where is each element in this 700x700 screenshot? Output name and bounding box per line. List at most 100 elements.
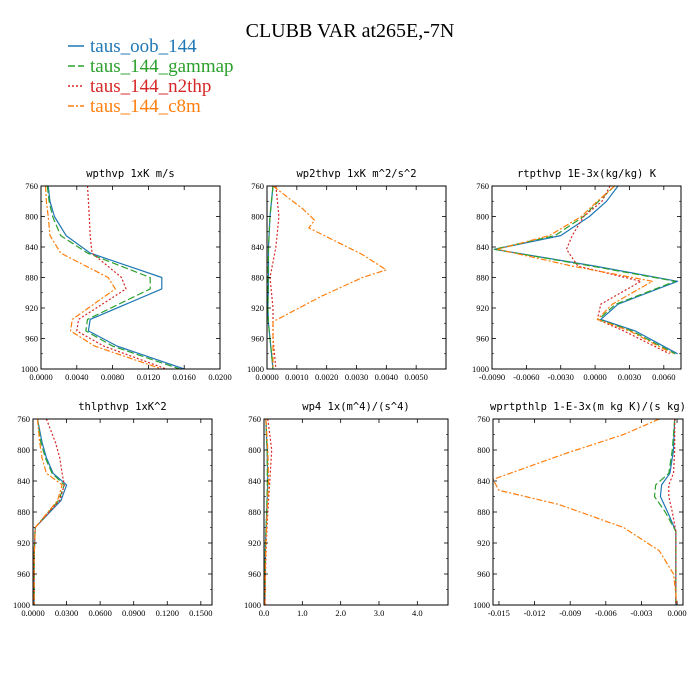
y-tick-label: 840 — [248, 476, 261, 486]
series-line — [46, 186, 180, 369]
y-tick-label: 1000 — [244, 600, 261, 610]
y-tick-label: 880 — [251, 273, 264, 283]
legend: taus_oob_144taus_144_gammaptaus_144_n2th… — [68, 36, 234, 117]
y-tick-label: 800 — [248, 445, 261, 455]
x-tick-label: -0.009 — [559, 608, 581, 618]
legend-label: taus_oob_144 — [90, 36, 197, 57]
x-tick-label: 0.0300 — [55, 608, 78, 618]
series-line — [493, 419, 678, 605]
x-tick-label: 0.0160 — [173, 372, 196, 382]
series-group — [44, 186, 185, 369]
chart-panel: wpthvp 1xK m/s76080084088092096010000.00… — [21, 168, 232, 382]
x-tick-label: 0.0 — [259, 608, 270, 618]
x-tick-label: -0.0060 — [513, 372, 539, 382]
x-tick-label: 0.0050 — [404, 372, 427, 382]
series-line — [33, 419, 65, 605]
panel-title: wp4 1x(m^4)/(s^4) — [302, 401, 409, 413]
series-line — [47, 186, 185, 369]
y-tick-label: 920 — [25, 303, 38, 313]
series-group — [493, 186, 679, 355]
y-tick-label: 760 — [248, 414, 261, 424]
x-tick-label: 0.0900 — [122, 608, 145, 618]
series-group — [267, 186, 387, 369]
x-tick-label: 0.0000 — [255, 372, 278, 382]
y-tick-label: 840 — [477, 476, 490, 486]
x-tick-label: 0.0120 — [137, 372, 160, 382]
x-tick-label: -0.015 — [488, 608, 510, 618]
figure-title: CLUBB VAR at265E,-7N — [246, 20, 455, 42]
x-tick-label: 3.0 — [374, 608, 385, 618]
y-tick-label: 800 — [25, 212, 38, 222]
series-line — [493, 186, 676, 355]
series-line — [76, 186, 167, 369]
y-tick-label: 920 — [17, 538, 30, 548]
y-tick-label: 840 — [476, 242, 489, 252]
panel-title: wp2thvp 1xK m^2/s^2 — [296, 168, 416, 180]
y-tick-label: 1000 — [21, 364, 38, 374]
chart-panel: rtpthvp 1E-3x(kg/kg) K 760 800 840 880 920 960… — [472, 168, 682, 382]
y-tick-label: 800 — [251, 212, 264, 222]
x-tick-label: -0.0090 — [479, 372, 505, 382]
y-tick-label: 760 — [477, 414, 490, 424]
series-line — [653, 419, 677, 605]
axes-frame — [266, 185, 447, 370]
y-tick-label: 840 — [25, 242, 38, 252]
x-tick-label: 0.0030 — [618, 372, 641, 382]
y-tick-label: 880 — [17, 507, 30, 517]
x-tick-label: 0.0030 — [345, 372, 368, 382]
y-tick-label: 840 — [251, 242, 264, 252]
legend-label: taus_144_n2thp — [90, 76, 211, 97]
x-tick-label: 0.0080 — [101, 372, 124, 382]
y-tick-label: 800 — [477, 445, 490, 455]
series-group — [33, 419, 68, 605]
chart-panel: wp4 1x(m^4)/(s^4) 760 800 840 880 920 960 10000… — [244, 401, 449, 618]
x-tick-label: -0.0030 — [548, 372, 574, 382]
y-tick-label: 960 — [17, 569, 30, 579]
x-tick-label: 0.0000 — [21, 608, 44, 618]
y-tick-label: 1000 — [472, 364, 489, 374]
x-tick-label: 0.0060 — [652, 372, 675, 382]
x-tick-label: 0.0040 — [65, 372, 88, 382]
chart-panel: wprtpthlp 1-E-3x(m kg K)/(s kg)760 800 840… — [473, 401, 687, 618]
y-tick-label: 880 — [25, 273, 38, 283]
y-tick-label: 960 — [251, 334, 264, 344]
y-tick-label: 760 — [476, 181, 489, 191]
y-tick-label: 1000 — [247, 364, 264, 374]
series-line — [497, 186, 674, 355]
chart-panel: wp2thvp 1xK m^2/s^2 760 800 840 880 920 960 100… — [247, 168, 447, 382]
y-tick-label: 960 — [477, 569, 490, 579]
series-line — [272, 186, 387, 369]
x-tick-label: 0.0040 — [375, 372, 398, 382]
y-tick-label: 760 — [251, 181, 264, 191]
y-tick-label: 960 — [25, 334, 38, 344]
y-tick-label: 920 — [248, 538, 261, 548]
y-tick-label: 880 — [476, 273, 489, 283]
axes-frame — [40, 185, 221, 370]
series-line — [33, 419, 68, 605]
x-tick-label: 4.0 — [412, 608, 423, 618]
y-tick-label: 880 — [477, 507, 490, 517]
axes-frame — [263, 418, 449, 606]
series-line — [33, 419, 63, 605]
y-tick-label: 1000 — [13, 600, 30, 610]
series-line — [269, 186, 280, 369]
panel-title: wprtpthlp 1-E-3x(m kg K)/(s kg) — [490, 401, 686, 413]
axes-frame — [32, 418, 213, 606]
x-tick-label: 0.0000 — [29, 372, 52, 382]
x-tick-label: 0.1200 — [156, 608, 179, 618]
x-tick-label: -0.003 — [630, 608, 652, 618]
x-tick-label: 0.0020 — [315, 372, 338, 382]
y-tick-label: 800 — [476, 212, 489, 222]
y-tick-label: 920 — [476, 303, 489, 313]
y-tick-label: 760 — [25, 181, 38, 191]
x-tick-label: -0.012 — [524, 608, 546, 618]
panel-title: wpthvp 1xK m/s — [86, 168, 175, 180]
x-tick-label: 1.0 — [297, 608, 308, 618]
legend-label: taus_144_gammap — [90, 56, 234, 77]
y-tick-label: 800 — [17, 445, 30, 455]
axes-frame — [492, 418, 684, 606]
panel-title: rtpthvp 1E-3x(kg/kg) K — [517, 168, 657, 180]
y-tick-label: 760 — [17, 414, 30, 424]
y-tick-label: 880 — [248, 507, 261, 517]
